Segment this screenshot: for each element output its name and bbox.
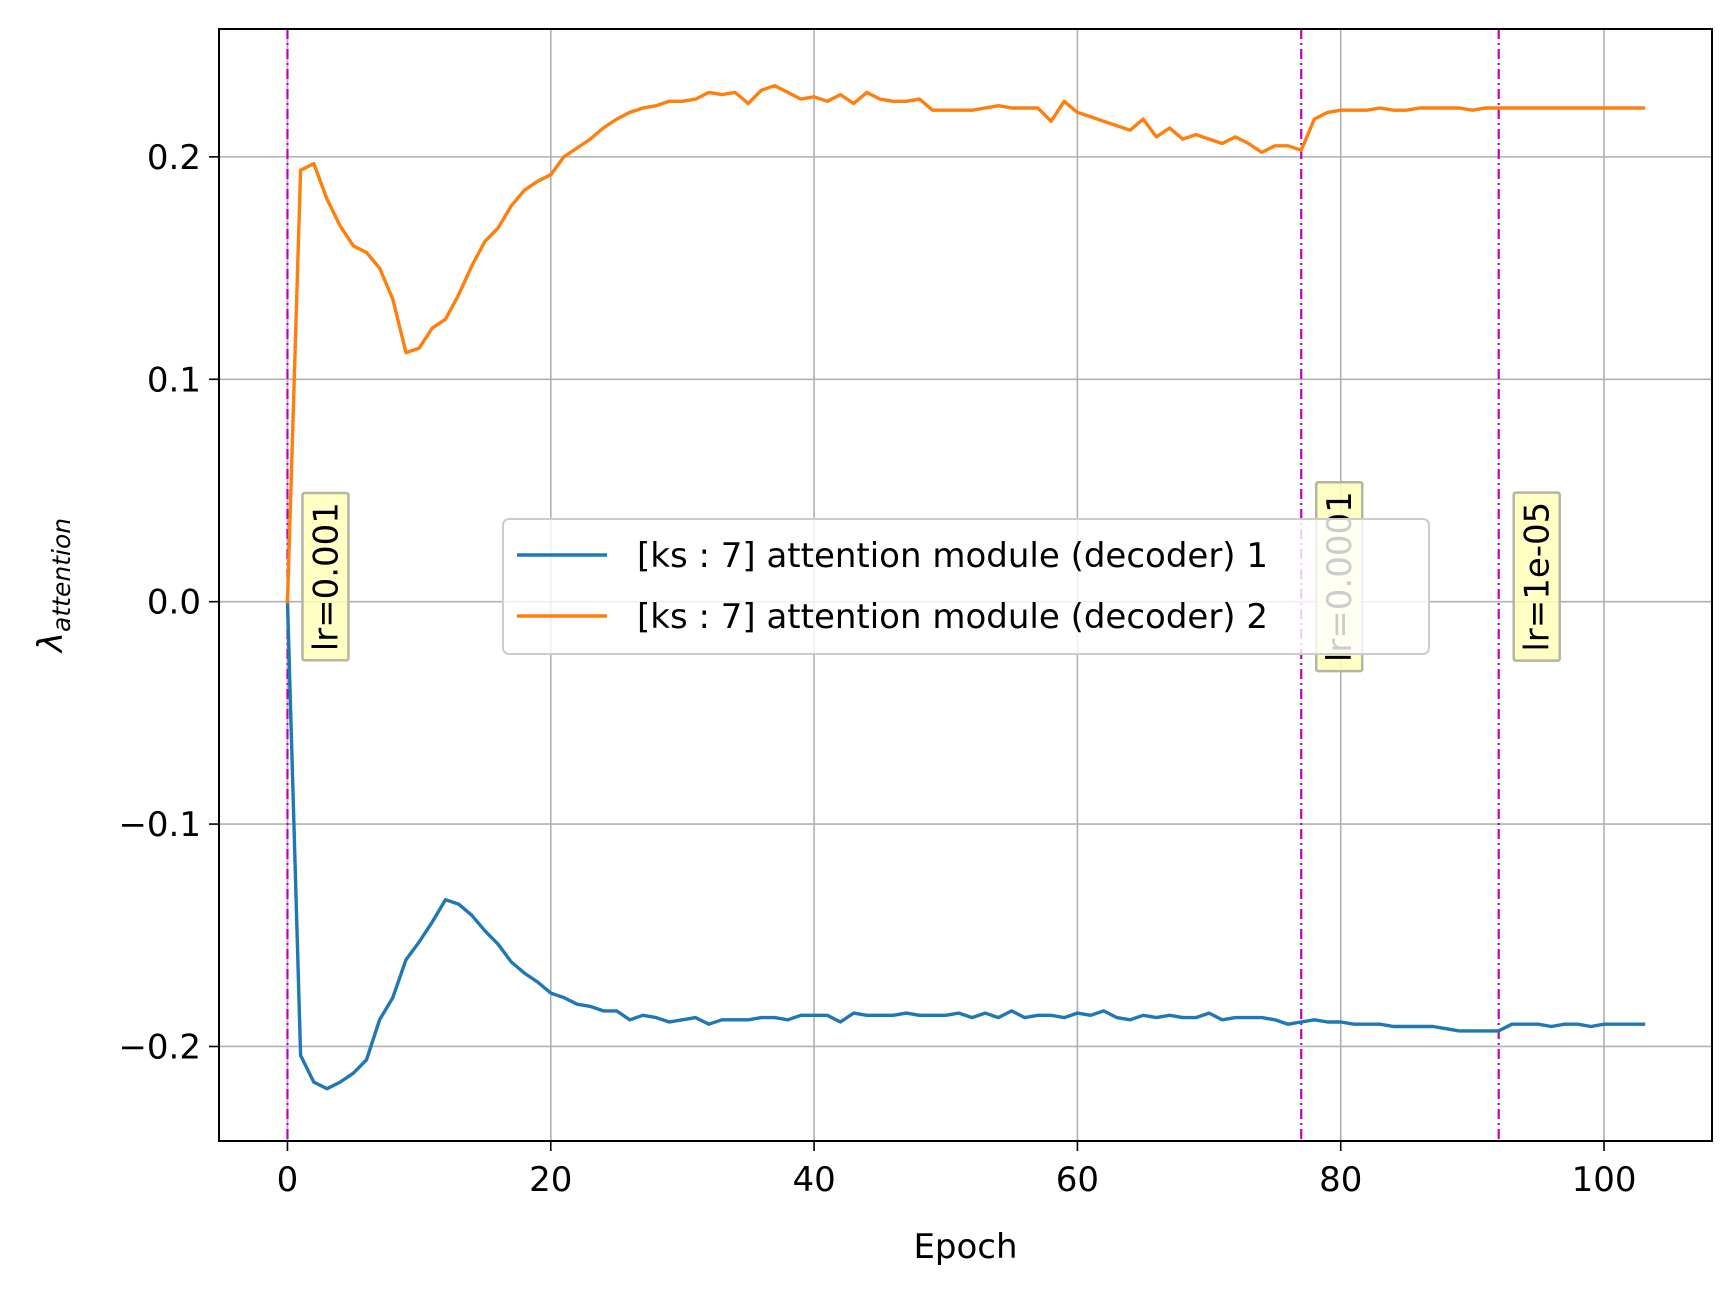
y-axis-ticks: −0.2 −0.1 0.0 0.1 0.2: [118, 138, 219, 1067]
legend: [ks : 7] attention module (decoder) 1 [ks…: [502, 518, 1430, 655]
x-tick-label: 20: [529, 1160, 572, 1200]
legend-entry-label: [ks : 7] attention module (decoder) 1: [637, 536, 1268, 576]
legend-entry-label: [ks : 7] attention module (decoder) 2: [637, 597, 1268, 637]
x-axis-ticks: 0 20 40 60 80 100: [277, 1141, 1637, 1200]
plot-frame: [218, 28, 1713, 1142]
legend-box: [502, 518, 1430, 655]
y-tick-label: 0.2: [147, 138, 201, 178]
x-tick-label: 80: [1319, 1160, 1362, 1200]
lr-annotation-label: lr=1e-05: [1518, 502, 1558, 652]
y-tick-label: 0.1: [147, 360, 201, 400]
lr-annotation-label: lr=0.001: [306, 502, 346, 651]
series-line-1: [285, 599, 1646, 1091]
y-tick-label: −0.1: [118, 805, 201, 845]
lr-annotation: lr=1e-05: [1512, 491, 1561, 662]
y-axis-label: λattention: [31, 518, 76, 654]
y-axis-label-subscript: attention: [47, 518, 76, 632]
y-tick-label: 0.0: [147, 583, 201, 623]
x-tick-label: 60: [1056, 1160, 1099, 1200]
x-axis-label: Epoch: [913, 1227, 1017, 1267]
y-axis-label-symbol: λ: [31, 632, 71, 654]
x-tick-label: 0: [277, 1160, 299, 1200]
lr-annotation-box: [301, 491, 350, 662]
y-tick-label: −0.2: [118, 1027, 201, 1067]
lr-annotation: lr=0.001: [301, 491, 350, 662]
lr-annotation-box: [1512, 491, 1561, 662]
series-line-2: [285, 83, 1646, 604]
x-tick-label: 40: [792, 1160, 835, 1200]
series-lines: [285, 83, 1646, 1091]
x-tick-label: 100: [1572, 1160, 1637, 1200]
